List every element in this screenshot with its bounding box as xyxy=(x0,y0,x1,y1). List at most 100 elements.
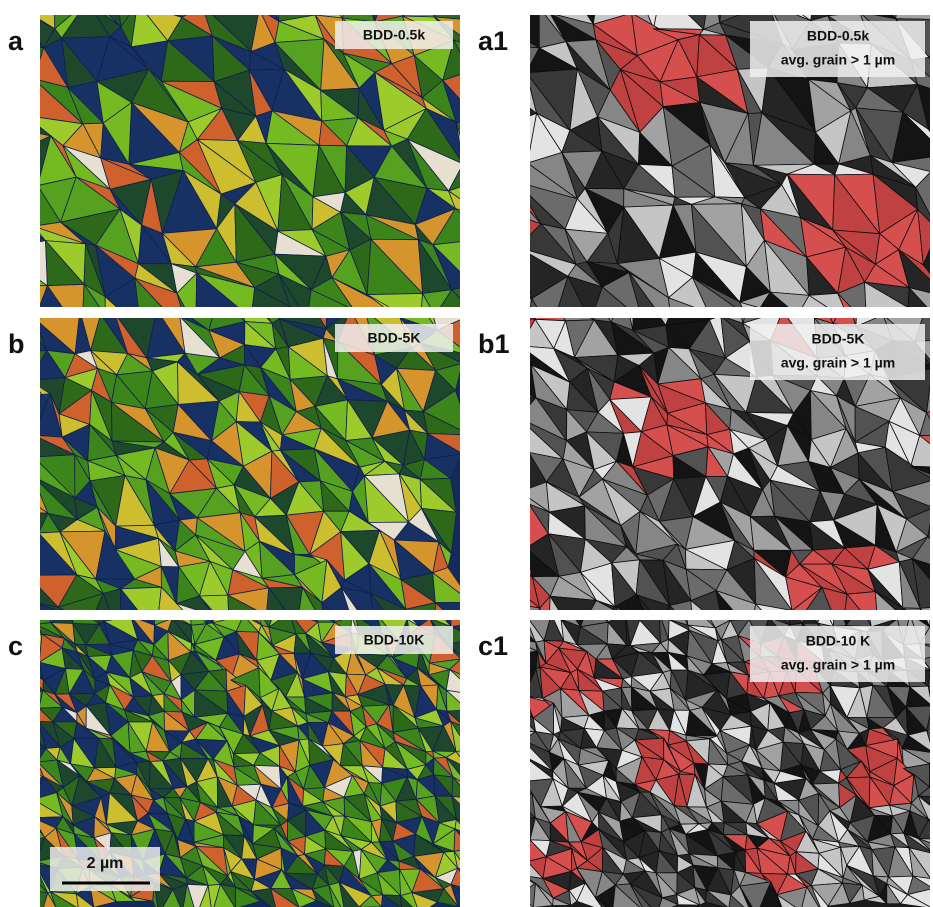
grain-facet xyxy=(519,883,535,907)
grain-facet xyxy=(506,782,533,798)
grain-facet xyxy=(455,209,488,239)
grain-facet xyxy=(489,77,537,126)
grain-facet xyxy=(507,861,528,875)
grain-facet xyxy=(15,762,43,777)
grain-facet xyxy=(495,392,519,430)
grain-facet xyxy=(517,601,524,624)
grain-facet xyxy=(403,0,435,17)
grain-facet xyxy=(495,380,536,398)
grain-facet xyxy=(723,0,769,3)
grain-facet xyxy=(505,296,532,332)
grain-facet xyxy=(491,290,535,319)
grain-facet xyxy=(506,818,531,844)
grain-facet xyxy=(495,392,536,417)
grain-facet xyxy=(506,602,532,631)
grain-facet xyxy=(20,700,39,709)
grain-facet xyxy=(461,659,476,682)
grain-facet xyxy=(506,840,531,862)
grain-facet xyxy=(489,151,515,182)
grain-facet xyxy=(817,0,828,16)
panel-label: BDD-5K xyxy=(368,330,421,346)
grain-facet xyxy=(496,477,529,524)
grain-facet xyxy=(20,857,34,871)
grain-facet xyxy=(497,524,526,548)
grain-facet xyxy=(600,0,632,13)
panel-label: BDD-10 K xyxy=(806,633,871,649)
grain-facet xyxy=(490,531,532,577)
panel-sublabel: avg. grain > 1 µm xyxy=(781,355,895,371)
sem-image xyxy=(0,0,494,336)
grain-facet xyxy=(496,477,529,504)
grain-facet xyxy=(7,592,44,626)
grain-facet xyxy=(0,84,26,126)
grain-facet xyxy=(20,841,35,862)
grain-facet xyxy=(518,601,527,613)
grain-facet xyxy=(452,777,472,798)
grain-facet xyxy=(507,747,525,760)
grain-facet xyxy=(514,794,536,818)
grain-facet xyxy=(0,446,33,476)
grain-facet xyxy=(0,446,32,492)
grain-facet xyxy=(0,581,35,603)
grain-facet xyxy=(828,0,860,16)
grain-facet xyxy=(0,548,28,580)
grain-facet xyxy=(507,861,524,875)
grain-facet xyxy=(486,0,539,17)
grain-facet xyxy=(463,159,494,175)
grain-facet xyxy=(8,210,46,241)
grain-facet xyxy=(930,764,933,787)
panel-letter: a1 xyxy=(478,26,508,56)
grain-facet xyxy=(520,0,550,13)
figure: aBDD-0.5ka1BDD-0.5kavg. grain > 1 µmbBDD… xyxy=(0,0,933,907)
grain-facet xyxy=(138,0,182,17)
panel-letter: c1 xyxy=(478,631,508,661)
grain-facet xyxy=(8,190,33,227)
grain-facet xyxy=(20,706,39,722)
grain-facet xyxy=(0,285,32,327)
scale-text: 2 µm xyxy=(87,855,124,872)
grain-facet xyxy=(16,608,36,624)
grain-facet xyxy=(513,731,522,747)
grain-facet xyxy=(155,0,182,18)
grain-facet xyxy=(489,151,527,182)
grain-facet xyxy=(491,247,532,298)
grain-facet xyxy=(393,0,428,16)
grain-facet xyxy=(7,398,33,439)
grain-facet xyxy=(15,769,43,785)
grain-facet xyxy=(496,365,536,398)
grain-facet xyxy=(202,0,259,9)
grain-facet xyxy=(505,296,527,333)
grain-facet xyxy=(507,757,525,782)
grain-facet xyxy=(648,609,669,620)
grain-facet xyxy=(5,158,38,190)
panel-letter: c xyxy=(8,631,23,661)
grain-facet xyxy=(505,684,534,718)
grain-facet xyxy=(18,186,38,227)
grain-facet xyxy=(1,592,44,626)
grain-facet xyxy=(508,895,533,907)
grain-facet xyxy=(505,679,525,696)
grain-facet xyxy=(0,210,45,250)
grain-facet xyxy=(171,0,203,5)
grain-facet xyxy=(20,857,35,864)
grain-facet xyxy=(116,0,155,3)
grain-facet xyxy=(497,531,533,577)
grain-facet xyxy=(15,750,37,770)
panel-letter: b1 xyxy=(478,329,510,359)
grain-facet xyxy=(427,0,442,17)
grain-facet xyxy=(273,0,315,15)
grain-facet xyxy=(7,435,34,457)
grain-facet xyxy=(513,651,537,669)
grain-facet xyxy=(930,775,933,797)
grain-facet xyxy=(171,0,202,18)
grain-facet xyxy=(506,782,533,794)
grain-facet xyxy=(0,241,47,286)
grain-facet xyxy=(496,468,520,492)
grain-facet xyxy=(5,511,39,548)
grain-facet xyxy=(5,533,39,575)
grain-facet xyxy=(54,0,87,1)
grain-facet xyxy=(489,127,527,163)
panel-label: BDD-5K xyxy=(812,331,865,347)
grain-facet xyxy=(491,252,532,298)
panel-label: BDD-0.5k xyxy=(363,27,425,43)
